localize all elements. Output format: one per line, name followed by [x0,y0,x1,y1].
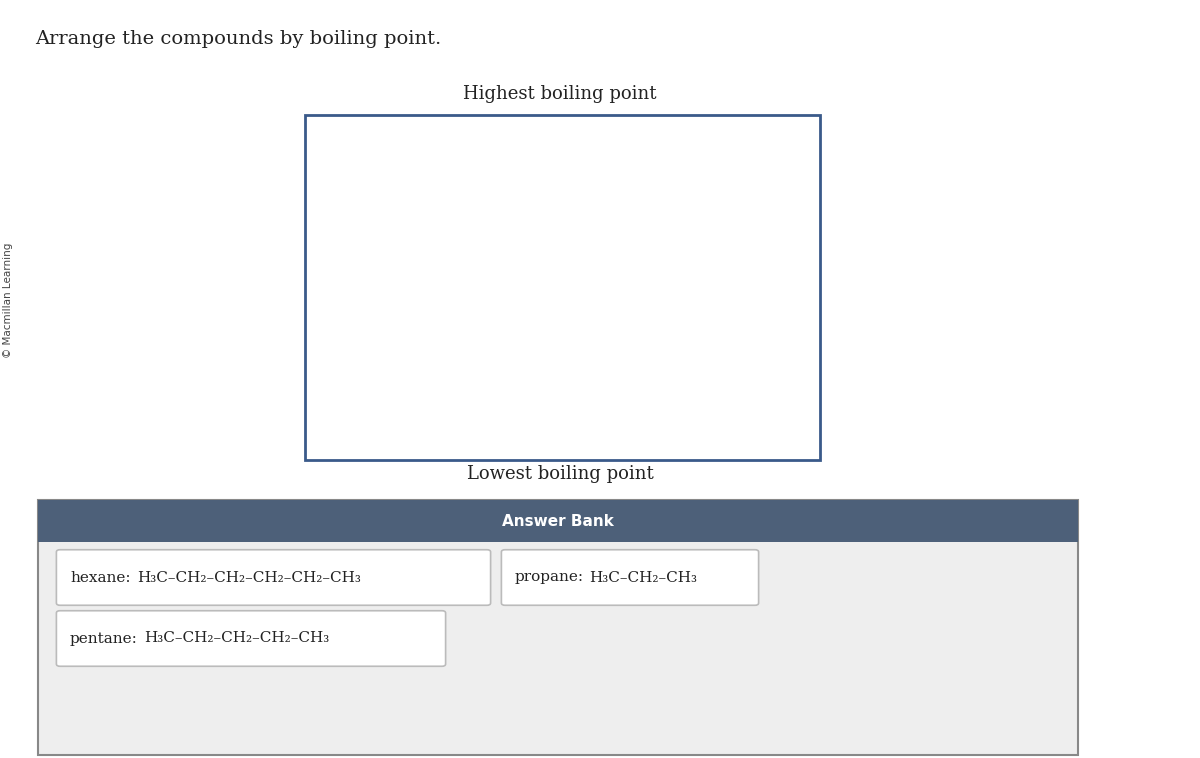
Text: hexane:: hexane: [70,571,131,584]
Text: propane:: propane: [515,571,584,584]
Text: H₃C–CH₂–CH₂–CH₂–CH₂–CH₃: H₃C–CH₂–CH₂–CH₂–CH₂–CH₃ [137,571,361,584]
Text: Arrange the compounds by boiling point.: Arrange the compounds by boiling point. [35,30,442,48]
Text: H₃C–CH₂–CH₂–CH₂–CH₃: H₃C–CH₂–CH₂–CH₂–CH₃ [144,631,330,646]
Text: Answer Bank: Answer Bank [502,513,614,528]
Text: Lowest boiling point: Lowest boiling point [467,465,653,483]
Text: Highest boiling point: Highest boiling point [463,85,656,103]
Text: H₃C–CH₂–CH₃: H₃C–CH₂–CH₃ [589,571,697,584]
Text: © Macmillan Learning: © Macmillan Learning [2,243,13,358]
Text: pentane:: pentane: [70,631,138,646]
